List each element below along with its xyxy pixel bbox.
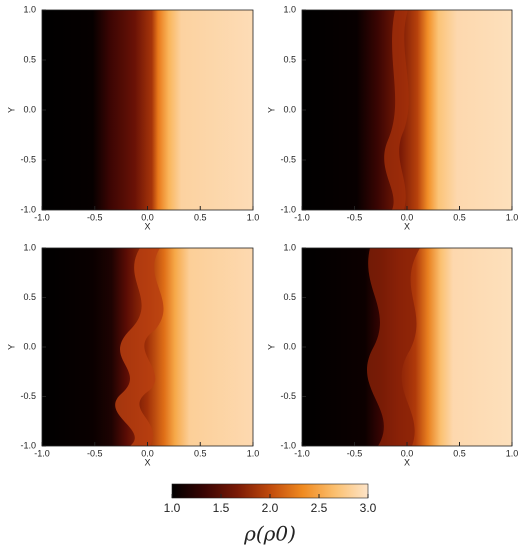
x-tick-label: 0.5: [194, 448, 207, 458]
y-tick-label: -0.5: [20, 391, 36, 401]
colorbar-tick-label: 1.0: [164, 501, 181, 515]
x-axis-label: X: [404, 457, 410, 467]
y-tick-label: 0.0: [283, 341, 296, 351]
y-axis-label: Y: [6, 344, 16, 350]
colorbar-label: ρ(ρ0): [243, 522, 296, 546]
x-axis-label: X: [144, 457, 150, 467]
y-tick-label: 0.5: [23, 292, 36, 302]
y-tick-label: 1.0: [23, 242, 36, 252]
x-tick-label: 1.0: [506, 448, 519, 458]
x-tick-label: -0.5: [347, 448, 363, 458]
x-tick-label: -0.5: [87, 448, 103, 458]
colorbar-tick-label: 3.0: [360, 501, 377, 515]
x-tick-label: 0.5: [194, 212, 207, 222]
mixing-layer: [367, 248, 420, 446]
x-tick-label: 1.0: [247, 448, 260, 458]
colorbar-tick-label: 2.5: [311, 501, 328, 515]
y-axis-label: Y: [6, 107, 16, 113]
y-axis-label: Y: [266, 107, 276, 113]
density-field: [42, 10, 253, 210]
y-tick-label: -0.5: [280, 154, 296, 164]
y-tick-label: 0.0: [23, 341, 36, 351]
x-tick-label: 0.5: [453, 448, 466, 458]
x-tick-label: 0.5: [453, 212, 466, 222]
y-tick-label: 0.5: [23, 54, 36, 64]
x-tick-label: -1.0: [34, 212, 50, 222]
mixing-layer: [115, 248, 164, 446]
y-tick-label: -1.0: [20, 440, 36, 450]
y-tick-label: -1.0: [280, 440, 296, 450]
y-tick-label: 0.5: [283, 54, 296, 64]
colorbar-tick-label: 2.0: [262, 501, 279, 515]
y-tick-label: -1.0: [280, 204, 296, 214]
x-tick-label: 1.0: [506, 212, 519, 222]
y-tick-label: 0.5: [283, 292, 296, 302]
y-tick-label: -0.5: [20, 154, 36, 164]
x-tick-label: 1.0: [247, 212, 260, 222]
x-tick-label: 0.0: [401, 448, 414, 458]
y-tick-label: 0.0: [23, 104, 36, 114]
y-tick-label: -0.5: [280, 391, 296, 401]
y-tick-label: 0.0: [283, 104, 296, 114]
x-axis-label: X: [404, 221, 410, 231]
x-tick-label: -1.0: [34, 448, 50, 458]
y-tick-label: 1.0: [283, 242, 296, 252]
x-tick-label: -0.5: [347, 212, 363, 222]
y-axis-label: Y: [266, 344, 276, 350]
x-tick-label: -1.0: [294, 212, 310, 222]
x-tick-label: -1.0: [294, 448, 310, 458]
x-tick-label: 0.0: [141, 212, 154, 222]
mixing-layer: [384, 10, 409, 210]
x-tick-label: 0.0: [141, 448, 154, 458]
y-tick-label: -1.0: [20, 204, 36, 214]
x-tick-label: 0.0: [401, 212, 414, 222]
y-tick-label: 1.0: [23, 4, 36, 14]
colorbar-tick-label: 1.5: [213, 501, 230, 515]
x-axis-label: X: [144, 221, 150, 231]
density-fields: [42, 10, 512, 446]
x-tick-label: -0.5: [87, 212, 103, 222]
y-tick-label: 1.0: [283, 4, 296, 14]
